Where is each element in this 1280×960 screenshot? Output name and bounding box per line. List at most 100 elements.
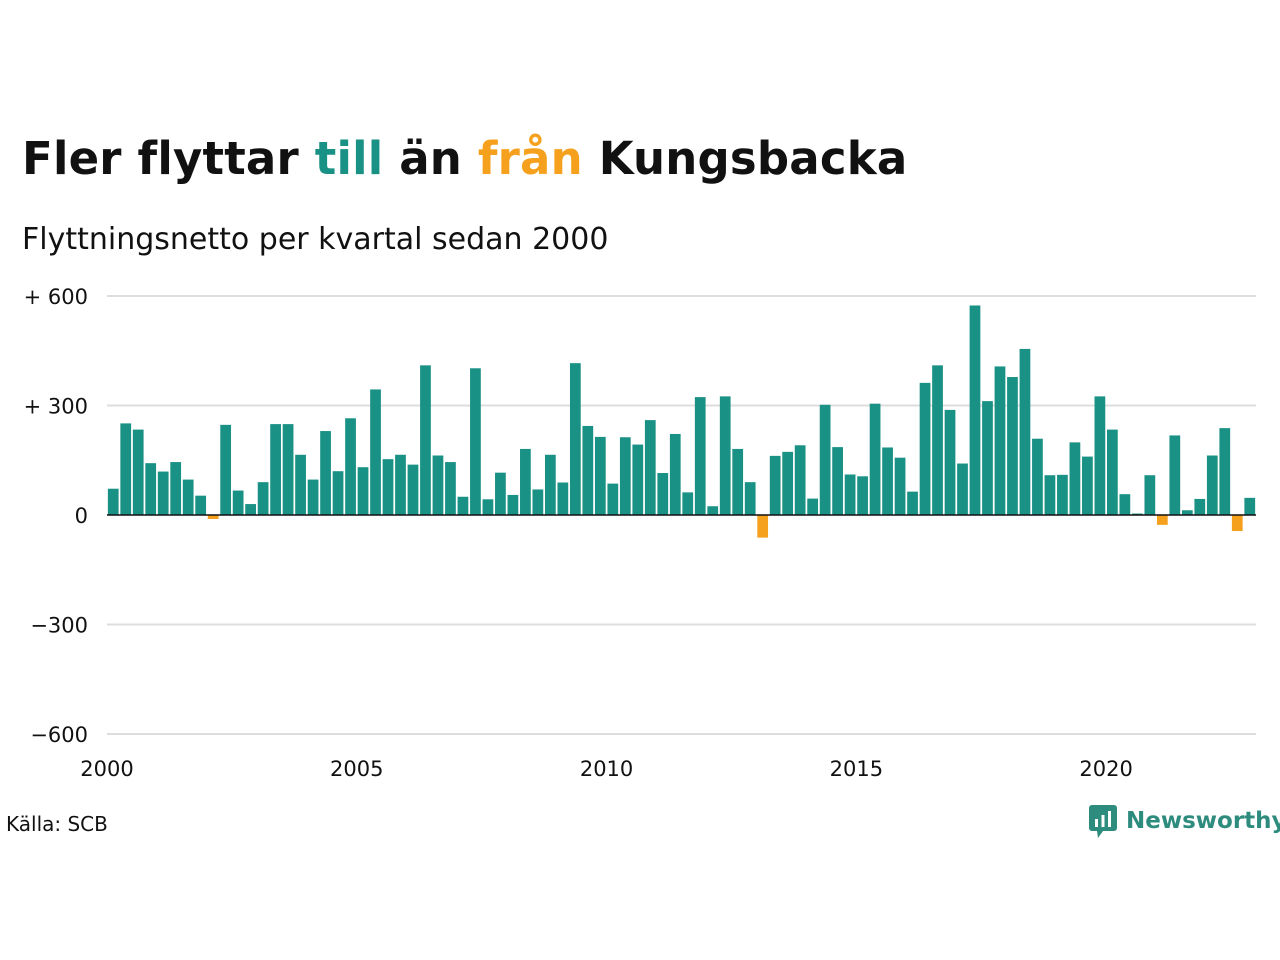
bar [382, 459, 394, 515]
bar [969, 305, 981, 515]
bar [432, 455, 444, 515]
bar [1007, 377, 1018, 515]
bar [694, 397, 706, 515]
bar [495, 472, 506, 515]
bar [132, 429, 144, 515]
bar [507, 494, 519, 515]
gridlines [107, 295, 1256, 735]
y-tick-label: −300 [30, 614, 88, 638]
bar [857, 476, 868, 515]
bar [170, 462, 182, 515]
bar [607, 483, 619, 515]
bar [657, 473, 669, 515]
bar [682, 492, 694, 515]
bar [957, 463, 968, 515]
bar [707, 506, 719, 515]
bar [395, 454, 406, 515]
bar [195, 495, 207, 515]
newsworthy-icon [1089, 805, 1117, 838]
bar [157, 471, 169, 515]
source-note: Källa: SCB [6, 812, 108, 836]
bar [1019, 348, 1031, 515]
bar [470, 368, 481, 515]
bar [270, 424, 281, 515]
bar [1082, 456, 1093, 515]
y-tick-label: 0 [75, 504, 88, 528]
bar [832, 447, 843, 515]
bar [882, 447, 893, 515]
bar [332, 471, 344, 515]
bar [844, 474, 856, 515]
y-tick-label: + 600 [24, 285, 88, 309]
bar [1231, 515, 1243, 532]
bar [569, 363, 581, 515]
bar [232, 490, 244, 515]
bar [769, 455, 781, 515]
bar [944, 409, 956, 515]
x-tick-label: 2010 [580, 757, 633, 781]
bar [1144, 475, 1156, 515]
bar [1032, 438, 1043, 515]
bar [295, 454, 306, 515]
bar [869, 403, 881, 515]
bar [1069, 442, 1081, 515]
title-part-fran: från [477, 132, 583, 185]
bar [282, 424, 294, 515]
bar [370, 389, 381, 515]
bar [782, 451, 794, 515]
bar [245, 504, 256, 515]
bar [182, 479, 194, 515]
bar [894, 457, 906, 515]
bar [582, 425, 594, 515]
bar [807, 498, 819, 515]
bar [1044, 475, 1056, 515]
bar [445, 462, 456, 515]
bar [1094, 396, 1106, 516]
title-part-3: än [383, 132, 478, 185]
bar [1169, 435, 1181, 515]
bar [794, 445, 806, 515]
bar [1194, 498, 1206, 515]
bar [1156, 515, 1168, 525]
title-part-till: till [314, 132, 384, 185]
bar [994, 366, 1006, 515]
bar [732, 448, 744, 515]
bar [345, 418, 356, 515]
bar [619, 437, 631, 515]
bar [1057, 474, 1068, 515]
bar [669, 433, 681, 515]
bar [632, 444, 644, 515]
bar [932, 365, 943, 515]
bar [557, 482, 569, 515]
bar [1107, 429, 1118, 515]
axes: + 600 + 300 0 −300 −600 2000 2005 2010 2015 2020 [24, 285, 1256, 781]
bar [420, 365, 431, 515]
bar [757, 515, 769, 538]
bar-chart: + 600 + 300 0 −300 −600 2000 2005 2010 2015 2020 [24, 285, 1256, 781]
title-part-1: Fler flyttar [22, 132, 315, 185]
bar [257, 482, 269, 515]
bar [594, 436, 606, 515]
bar [919, 382, 931, 515]
bar [457, 496, 469, 515]
bar [532, 489, 544, 515]
bar [482, 499, 494, 515]
bar [744, 482, 756, 515]
bar [1181, 510, 1193, 515]
y-tick-label: + 300 [24, 395, 88, 419]
title-part-5: Kungsbacka [582, 132, 908, 185]
bar [907, 491, 918, 515]
bar [1119, 494, 1131, 515]
bar [719, 396, 731, 516]
bar [1219, 428, 1231, 515]
bar [544, 454, 556, 515]
bar [1206, 455, 1218, 515]
bar [407, 464, 419, 515]
bar [320, 431, 331, 515]
x-tick-label: 2005 [330, 757, 383, 781]
newsworthy-logo: Newsworthy [1088, 804, 1280, 838]
y-tick-label: −600 [30, 723, 88, 747]
x-tick-label: 2000 [80, 757, 133, 781]
bar [207, 515, 219, 520]
bar [1244, 497, 1256, 515]
